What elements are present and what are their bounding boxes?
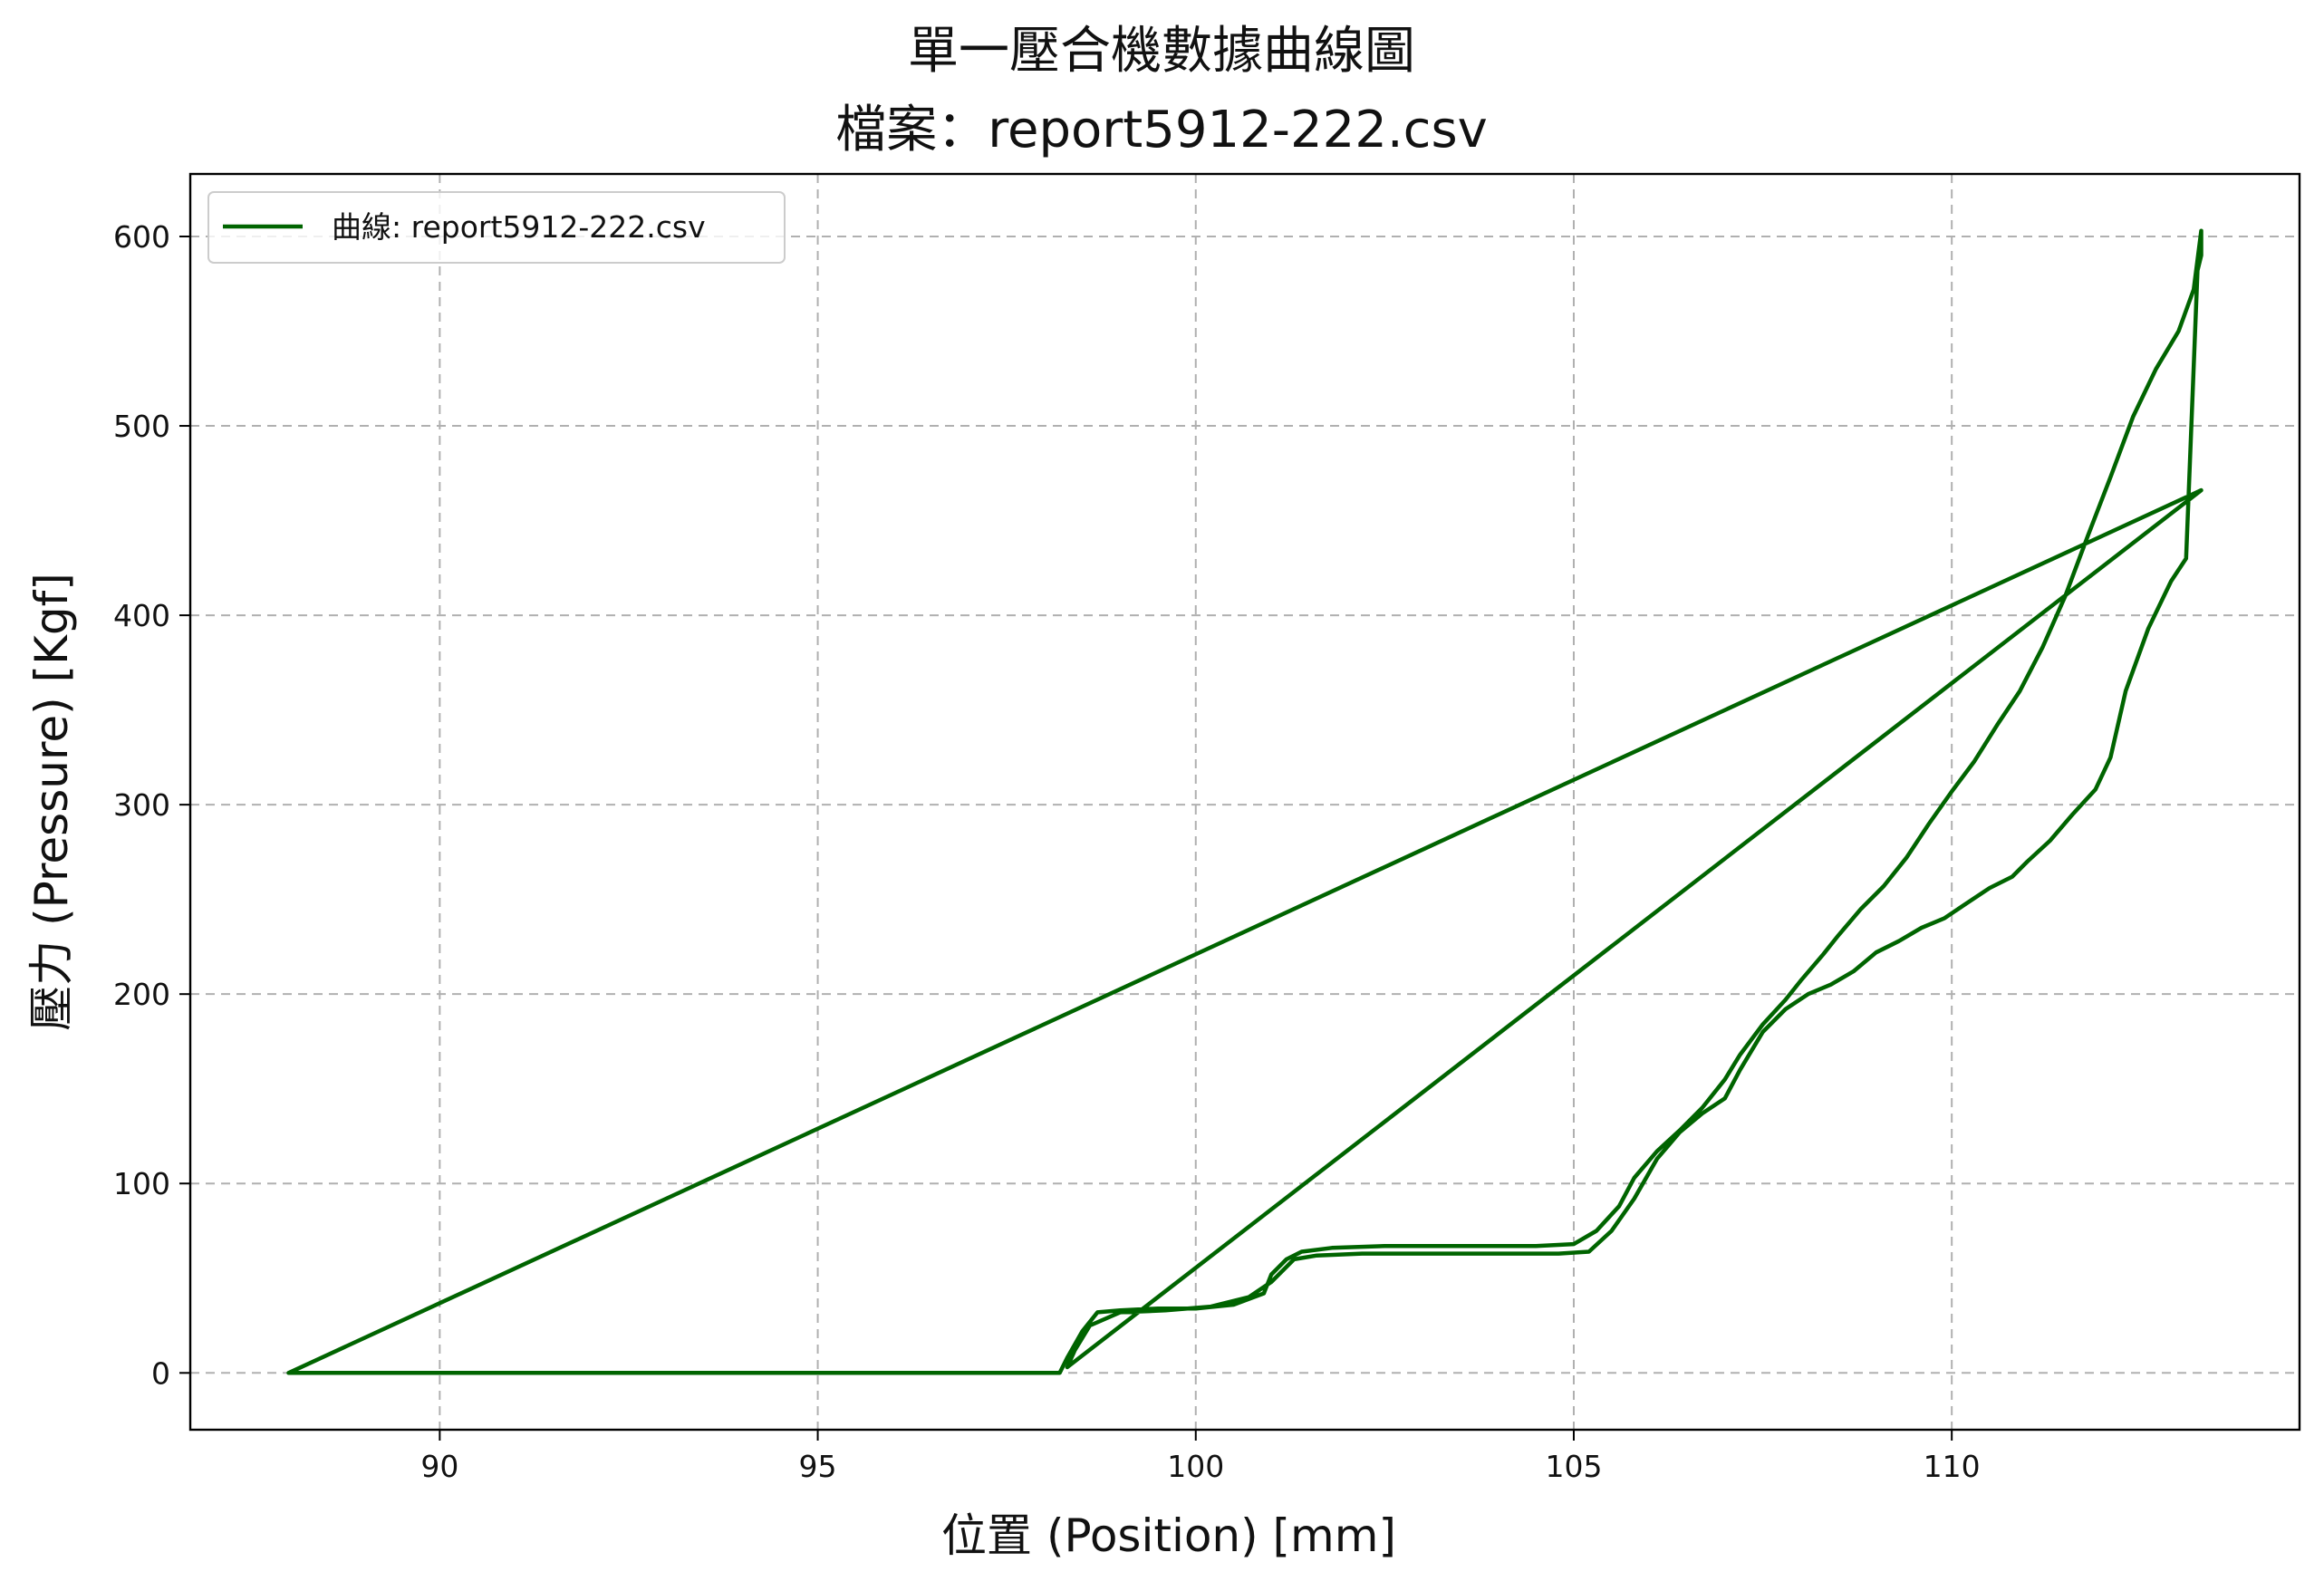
series-line (286, 228, 2203, 1375)
y-tick-label: 0 (151, 1355, 170, 1391)
x-tick-label: 110 (1924, 1449, 1981, 1484)
series-layer (286, 228, 2203, 1375)
chart-title: 單一壓合機數據曲線圖 (908, 22, 1415, 81)
y-tick-label: 100 (113, 1166, 170, 1201)
x-axis-label: 位置 (Position) [mm] (941, 1509, 1396, 1562)
plot-frame (188, 172, 2301, 1432)
chart-subtitle: 檔案：report5912-222.csv (835, 101, 1488, 159)
x-tick-label: 100 (1167, 1449, 1224, 1484)
x-tick-label: 95 (799, 1449, 837, 1484)
y-axis-label: 壓力 (Pressure) [Kgf] (25, 573, 78, 1030)
legend-box (207, 191, 786, 264)
x-tick-label: 105 (1545, 1449, 1602, 1484)
y-tick-label: 300 (113, 787, 170, 823)
legend-label: 曲線: report5912-222.csv (332, 209, 706, 245)
axis-ticks: 90 95 100 105 110 0 100 200 300 400 500 600 (113, 219, 1981, 1484)
y-tick-label: 500 (113, 409, 170, 444)
gridlines (190, 174, 2300, 1430)
y-tick-label: 400 (113, 598, 170, 633)
x-tick-label: 90 (420, 1449, 458, 1484)
y-tick-label: 200 (113, 977, 170, 1012)
legend: 曲線: report5912-222.csv (207, 191, 786, 264)
y-tick-label: 600 (113, 219, 170, 255)
